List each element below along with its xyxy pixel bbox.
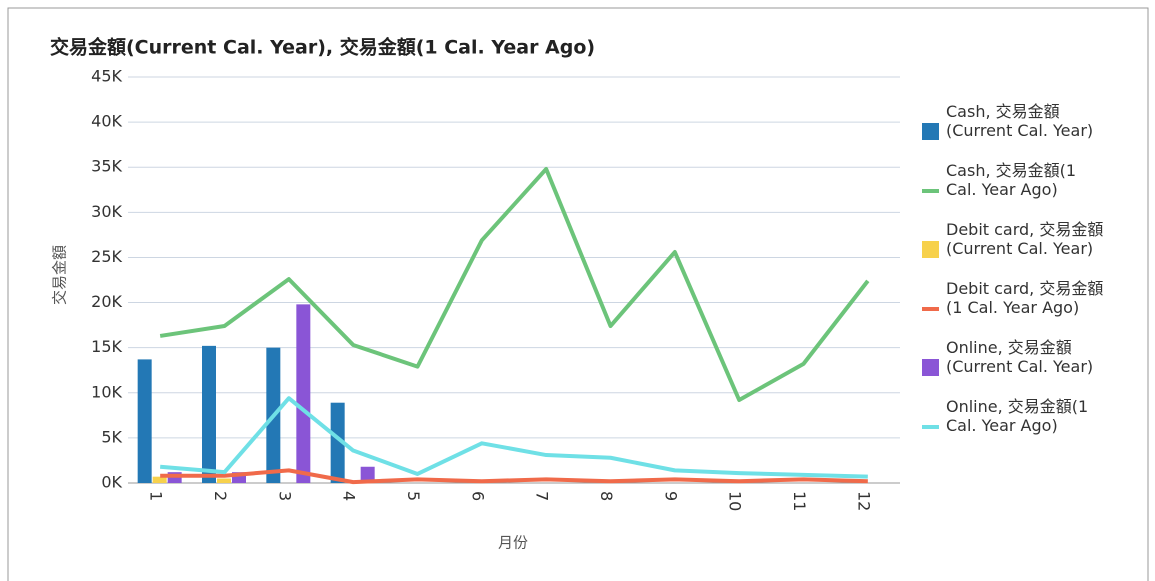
y-tick-label: 20K xyxy=(91,292,122,311)
x-axis-label: 月份 xyxy=(498,534,528,552)
chart-title: 交易金額(Current Cal. Year), 交易金額(1 Cal. Yea… xyxy=(50,36,595,59)
legend-entry: Cash, 交易金額(Current Cal. Year) xyxy=(922,102,1111,161)
legend-swatch xyxy=(922,123,939,140)
y-tick-label: 10K xyxy=(91,382,122,401)
y-tick-label: 45K xyxy=(91,67,122,86)
y-tick-label: 15K xyxy=(91,337,122,356)
legend-label: Online, 交易金額(Current Cal. Year) xyxy=(946,338,1094,376)
y-tick-label: 25K xyxy=(91,247,122,266)
y-axis-label: 交易金額 xyxy=(51,245,69,305)
y-tick-label: 40K xyxy=(91,112,122,131)
bar xyxy=(330,402,345,483)
bar xyxy=(217,478,231,483)
x-tick-label: 11 xyxy=(790,491,809,511)
x-tick-label: 1 xyxy=(147,491,166,501)
legend-label: Debit card, 交易金額(1 Cal. Year Ago) xyxy=(946,279,1104,317)
legend: Cash, 交易金額(Current Cal. Year) Cash, 交易金額(… xyxy=(922,102,1122,456)
x-tick-label: 5 xyxy=(404,491,423,501)
bar xyxy=(360,466,375,483)
x-tick-label: 2 xyxy=(211,491,230,501)
legend-swatch xyxy=(922,307,939,311)
legend-swatch xyxy=(922,425,939,429)
legend-swatch xyxy=(922,359,939,376)
legend-entry: Online, 交易金額(1 Cal. Year Ago) xyxy=(922,397,1111,456)
y-tick-label: 0K xyxy=(101,473,122,492)
bar xyxy=(296,304,311,483)
bar xyxy=(137,359,152,483)
x-tick-label: 10 xyxy=(726,491,745,511)
x-tick-label: 7 xyxy=(533,491,552,501)
panel-border xyxy=(7,7,1149,581)
legend-entry: Debit card, 交易金額(Current Cal. Year) xyxy=(922,220,1111,279)
x-tick-label: 8 xyxy=(597,491,616,501)
legend-swatch xyxy=(922,241,939,258)
legend-label: Online, 交易金額(1 Cal. Year Ago) xyxy=(946,397,1089,435)
y-tick-label: 5K xyxy=(101,427,122,446)
bar xyxy=(232,472,246,483)
y-tick-label: 35K xyxy=(91,157,122,176)
legend-swatch xyxy=(922,189,939,193)
legend-entry: Cash, 交易金額(1 Cal. Year Ago) xyxy=(922,161,1111,220)
legend-label: Cash, 交易金額(Current Cal. Year) xyxy=(946,102,1094,140)
legend-entry: Online, 交易金額(Current Cal. Year) xyxy=(922,338,1111,397)
legend-label: Cash, 交易金額(1 Cal. Year Ago) xyxy=(946,161,1077,199)
x-tick-label: 6 xyxy=(468,491,487,501)
line xyxy=(160,468,868,485)
x-tick-label: 4 xyxy=(340,491,359,501)
y-tick-label: 30K xyxy=(91,202,122,221)
bar xyxy=(152,476,167,483)
line xyxy=(159,167,870,402)
bar xyxy=(202,345,216,483)
x-tick-label: 12 xyxy=(854,491,873,511)
legend-entry: Debit card, 交易金額(1 Cal. Year Ago) xyxy=(922,279,1111,338)
line xyxy=(159,396,868,479)
x-tick-label: 3 xyxy=(275,491,294,501)
legend-label: Debit card, 交易金額(Current Cal. Year) xyxy=(946,220,1104,258)
x-tick-label: 9 xyxy=(661,491,680,501)
